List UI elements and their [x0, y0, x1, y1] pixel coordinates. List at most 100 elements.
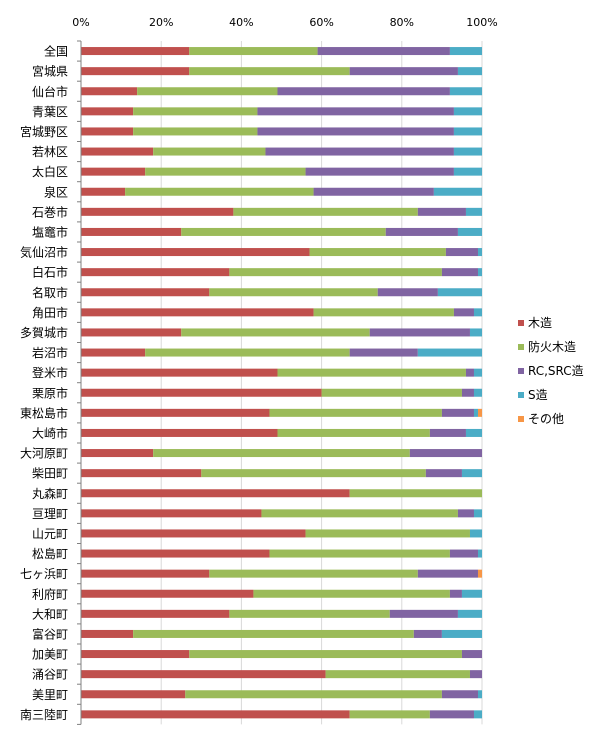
bar-segment: [453, 167, 482, 176]
bar-segment: [81, 368, 278, 377]
category-label: 青葉区: [32, 105, 68, 119]
bar-segment: [209, 288, 378, 297]
category-label: 塩竈市: [32, 224, 68, 239]
bar-segment: [81, 650, 190, 659]
bar-segment: [473, 308, 482, 317]
bar-segment: [465, 207, 482, 216]
category-label: 南三陸町: [20, 707, 68, 722]
bar-segment: [277, 368, 466, 377]
bar-segment: [133, 107, 258, 116]
bar-segment: [473, 388, 482, 397]
bar-segment: [477, 690, 482, 699]
bar-segment: [269, 408, 442, 417]
bar-segment: [425, 469, 462, 478]
bar-segment: [81, 569, 210, 578]
bar-segment: [377, 288, 438, 297]
bar-segment: [81, 388, 322, 397]
bar-segment: [81, 87, 138, 96]
bar-segment: [477, 248, 482, 257]
bar-segment: [81, 207, 234, 216]
bar-segment: [413, 629, 442, 638]
bar-segment: [257, 127, 454, 136]
bar-segment: [369, 328, 470, 337]
bar-segment: [185, 690, 442, 699]
bar-segment: [473, 509, 482, 518]
category-label: 多賀城市: [20, 325, 68, 340]
bar-segment: [81, 107, 134, 116]
category-label: 富谷町: [32, 626, 68, 641]
bar-segment: [265, 147, 454, 156]
bar-segment: [81, 509, 262, 518]
bar-segment: [81, 348, 146, 357]
category-label: 角田市: [32, 305, 68, 320]
bar-segment: [429, 710, 474, 719]
bar-segment: [81, 127, 134, 136]
gridlines: [80, 41, 483, 725]
category-label: 東松島市: [20, 405, 68, 420]
bar-segment: [305, 529, 470, 538]
bar-segment: [145, 167, 306, 176]
category-label: 宮城野区: [20, 124, 68, 139]
category-label: 松島町: [32, 546, 68, 561]
category-label: 白石市: [32, 265, 68, 280]
bar-segment: [349, 489, 482, 498]
bar-segment: [81, 167, 146, 176]
category-label: 登米市: [32, 365, 68, 380]
category-label: 気仙沼市: [20, 245, 68, 260]
bar-segment: [81, 428, 278, 437]
bar-segment: [229, 609, 390, 618]
legend-swatch: [518, 368, 524, 374]
category-label: 全国: [44, 44, 68, 59]
bar-segment: [81, 288, 210, 297]
bar-segment: [325, 670, 470, 679]
category-label: 加美町: [32, 648, 68, 662]
x-tick-label: 60%: [309, 16, 333, 29]
category-label: 泉区: [44, 185, 68, 199]
bar-segment: [81, 47, 190, 56]
bar-segment: [81, 328, 182, 337]
bar-segment: [457, 227, 482, 236]
bar-segment: [189, 650, 462, 659]
category-label: 栗原市: [32, 385, 68, 400]
bar-segment: [229, 268, 442, 277]
bar-segment: [349, 348, 418, 357]
category-label: 名取市: [32, 285, 68, 300]
bar-segment: [385, 227, 458, 236]
bar-segment: [453, 127, 482, 136]
bars: [81, 47, 482, 719]
bar-segment: [189, 67, 350, 76]
bar-segment: [317, 47, 450, 56]
bar-segment: [81, 690, 186, 699]
bar-segment: [461, 469, 482, 478]
bar-segment: [81, 670, 326, 679]
bar-segment: [457, 67, 482, 76]
bar-segment: [81, 268, 230, 277]
x-tick-label: 80%: [390, 16, 414, 29]
bar-segment: [417, 348, 482, 357]
bar-segment: [441, 629, 482, 638]
legend-swatch: [518, 344, 524, 350]
bar-segment: [465, 428, 482, 437]
bar-segment: [137, 87, 278, 96]
bar-segment: [433, 187, 482, 196]
bar-segment: [81, 449, 154, 458]
bar-segment: [417, 569, 478, 578]
category-label: 涌谷町: [32, 668, 68, 682]
bar-segment: [461, 650, 482, 659]
bar-segment: [261, 509, 458, 518]
x-tick-label: 100%: [466, 16, 497, 29]
bar-segment: [409, 449, 482, 458]
bar-segment: [457, 609, 482, 618]
bar-segment: [81, 227, 182, 236]
bar-segment: [133, 629, 414, 638]
bar-segment: [349, 710, 430, 719]
bar-segment: [233, 207, 418, 216]
bar-segment: [469, 670, 482, 679]
category-label: 大崎市: [32, 425, 68, 440]
bar-segment: [153, 449, 410, 458]
category-label: 七ヶ浜町: [20, 567, 68, 581]
bar-segment: [453, 147, 482, 156]
legend-swatch: [518, 416, 524, 422]
